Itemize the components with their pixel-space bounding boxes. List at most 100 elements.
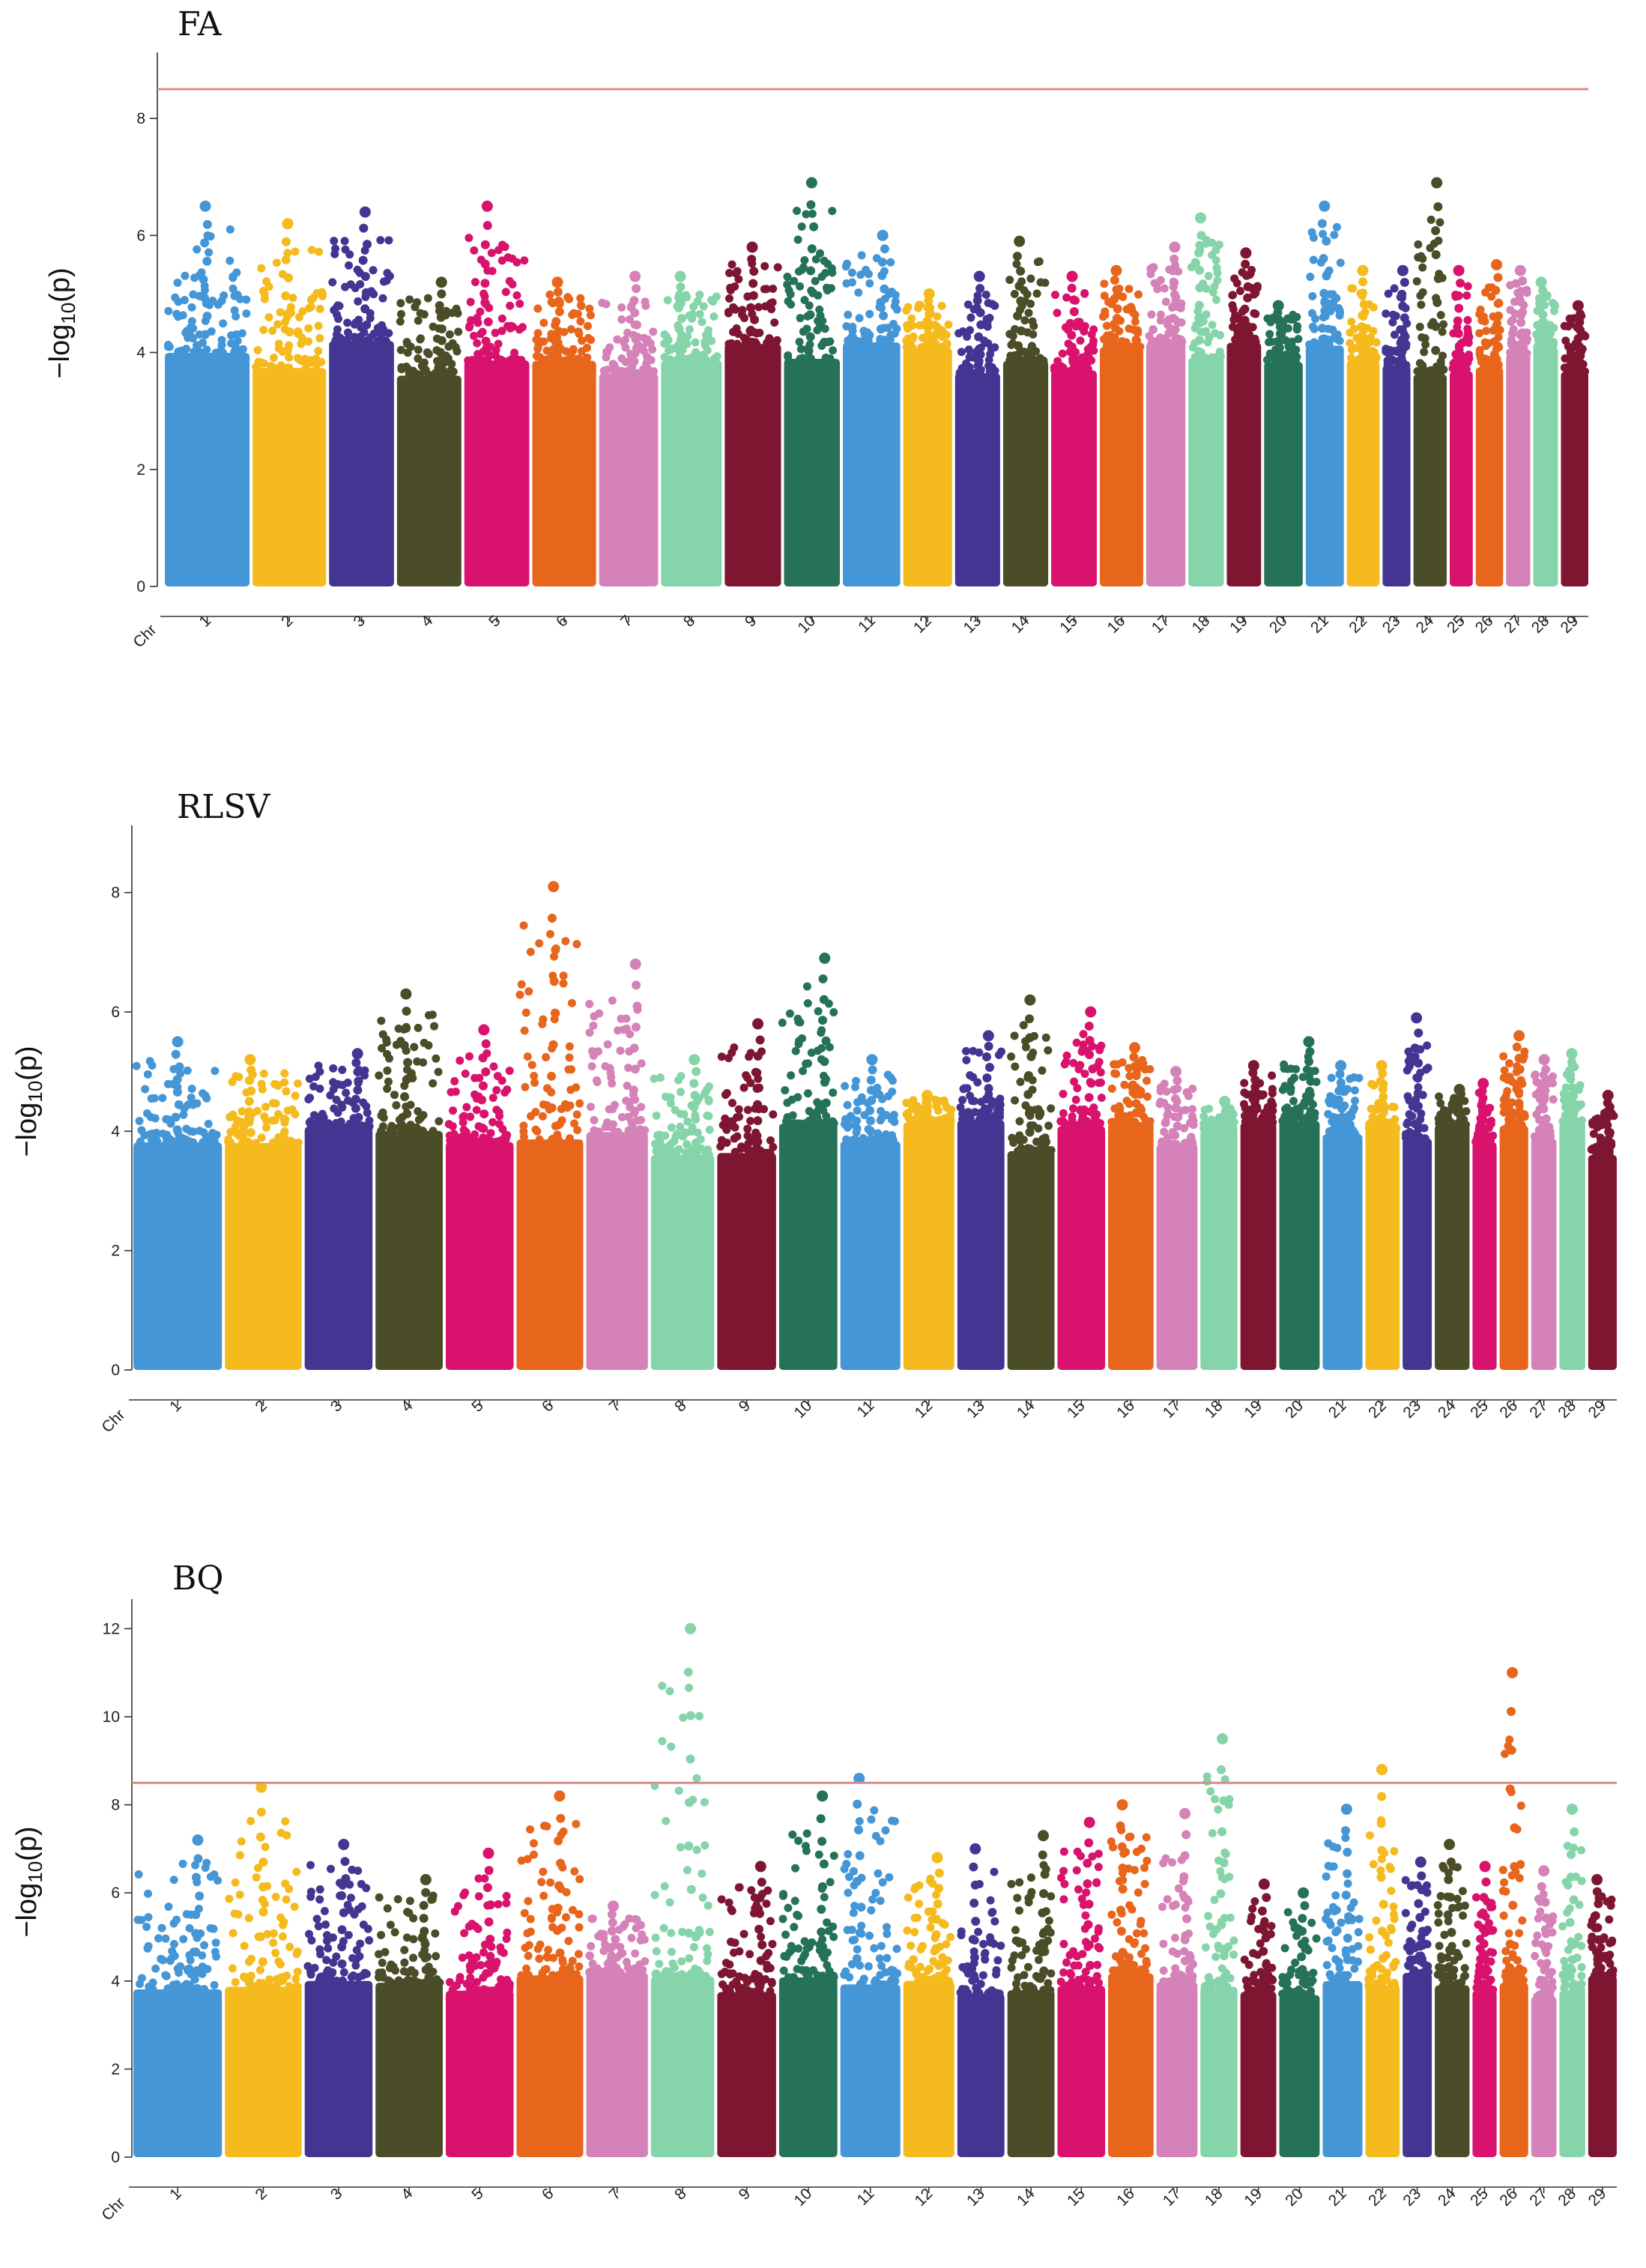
snp-point [698, 1870, 706, 1879]
snp-point [542, 346, 551, 355]
x-tick-label: 24 [1435, 1397, 1459, 1422]
snp-point [321, 1920, 330, 1929]
snp-point [365, 1122, 374, 1131]
snp-point [1506, 281, 1515, 290]
snp-point [1080, 327, 1089, 336]
snp-point [587, 1062, 596, 1071]
snp-point [698, 1893, 707, 1902]
x-tick-label: 20 [1282, 1397, 1307, 1422]
snp-point [1085, 1036, 1095, 1046]
snp-cloud [1226, 342, 1262, 586]
snp-point [817, 1028, 826, 1037]
snp-point [1390, 330, 1399, 339]
snp-point [575, 330, 584, 339]
snp-point [319, 1976, 328, 1985]
peak-snp [1129, 1042, 1141, 1054]
snp-point [460, 1929, 469, 1938]
snp-point [497, 1076, 506, 1085]
snp-point [809, 1966, 818, 1975]
snp-point [973, 1078, 982, 1087]
snp-point [1397, 325, 1407, 335]
snp-point [632, 1001, 642, 1011]
snp-point [730, 1147, 739, 1156]
snp-point [658, 1682, 667, 1691]
snp-point [1195, 283, 1205, 293]
snp-point [134, 1870, 143, 1879]
snp-point [1086, 1079, 1096, 1088]
y-tick-label: 10 [103, 1708, 120, 1726]
x-tick-label: 6 [539, 2185, 557, 2204]
snp-point [531, 1125, 540, 1134]
chromosome-2 [225, 1781, 302, 2157]
snp-point [232, 1116, 241, 1125]
snp-point [866, 1085, 876, 1095]
snp-point [717, 1052, 726, 1061]
snp-point [1540, 1085, 1549, 1094]
snp-point [1576, 326, 1585, 336]
snp-point [1517, 328, 1527, 338]
chromosome-16 [1107, 1042, 1155, 1370]
snp-point [362, 336, 372, 346]
snp-point [262, 1123, 271, 1132]
snp-point [1368, 347, 1377, 356]
snp-point [1453, 354, 1463, 363]
snp-point [269, 1938, 278, 1947]
snp-point [743, 1131, 752, 1140]
snp-point [344, 1096, 353, 1105]
snp-point [1208, 321, 1217, 330]
snp-point [258, 1857, 268, 1867]
snp-point [1403, 1120, 1411, 1129]
snp-point [1287, 1115, 1296, 1124]
snp-cloud [225, 1986, 302, 2157]
snp-point [707, 336, 716, 345]
snp-point [829, 1932, 838, 1941]
snp-point [575, 1923, 584, 1932]
snp-point [1567, 1083, 1577, 1093]
snp-point [1014, 341, 1023, 351]
snp-point [1577, 1100, 1586, 1109]
snp-point [424, 1041, 433, 1050]
snp-point [673, 1130, 682, 1138]
snp-point [329, 1958, 338, 1967]
snp-point [766, 1917, 775, 1926]
snp-point [616, 1046, 625, 1055]
snp-point [605, 1121, 614, 1130]
snp-point [662, 1816, 671, 1825]
snp-point [677, 345, 687, 355]
snp-point [435, 348, 445, 357]
snp-point [1357, 322, 1367, 332]
snp-point [315, 304, 324, 313]
snp-point [1482, 327, 1491, 336]
snp-point [889, 1110, 898, 1119]
snp-point [623, 1082, 632, 1091]
snp-point [315, 247, 324, 256]
snp-point [816, 249, 825, 258]
snp-point [1211, 353, 1220, 362]
snp-point [1208, 238, 1217, 247]
x-axis-label: Chr [98, 1406, 128, 1436]
snp-point [392, 1101, 401, 1110]
snp-point [1073, 1121, 1082, 1130]
snp-point [1047, 1146, 1056, 1155]
snp-cloud [903, 1122, 954, 1370]
snp-point [1118, 337, 1127, 346]
x-tick-label: 2 [252, 2185, 270, 2204]
snp-point [526, 1825, 535, 1834]
snp-cloud [1382, 365, 1411, 586]
snp-point [724, 294, 733, 303]
snp-point [598, 298, 607, 307]
snp-point [306, 295, 315, 304]
snp-point [1384, 289, 1393, 298]
snp-point [333, 1109, 342, 1118]
snp-cloud [1346, 360, 1380, 586]
snp-point [193, 245, 202, 254]
snp-point [544, 1945, 553, 1954]
snp-point [1110, 333, 1119, 342]
snp-point [280, 1078, 289, 1087]
snp-point [1416, 291, 1425, 300]
x-tick-label: 21 [1325, 1397, 1350, 1422]
snp-point [1281, 357, 1290, 366]
snp-point [1577, 1116, 1586, 1125]
snp-point [590, 1126, 599, 1135]
snp-point [353, 333, 362, 342]
